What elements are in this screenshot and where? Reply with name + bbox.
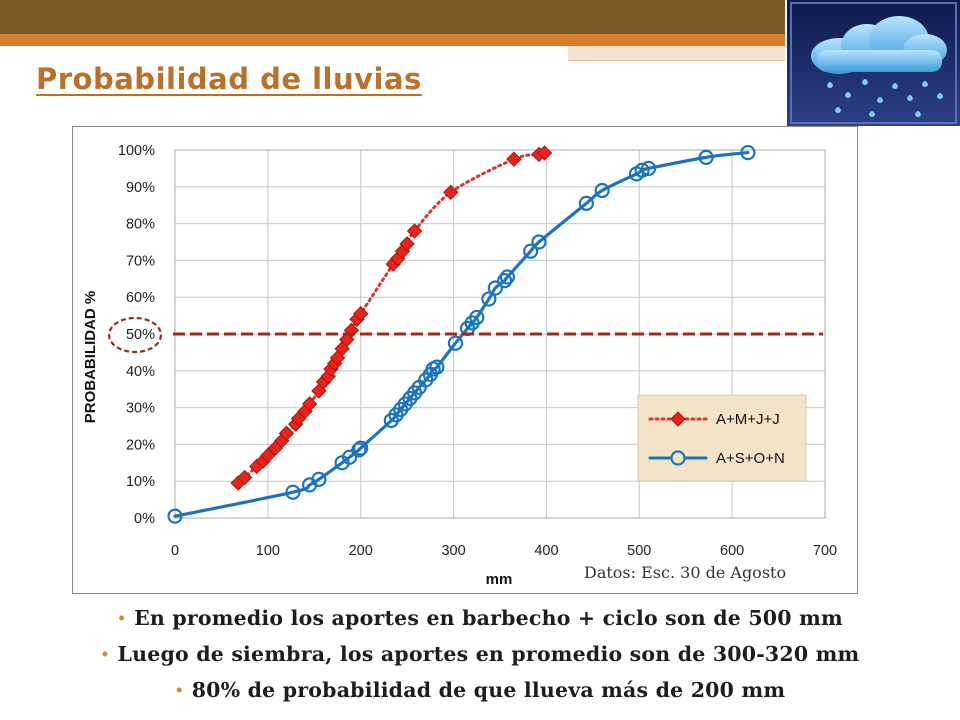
rain-cloud-icon	[787, 0, 960, 126]
data-point-circle	[578, 195, 594, 211]
bullet-text: En promedio los aportes en barbecho + ci…	[134, 606, 843, 630]
data-point-circle	[640, 160, 657, 177]
data-point-circle	[487, 280, 503, 296]
data-point-circle	[351, 442, 367, 458]
y-tick-labels: 0% 10% 20% 30% 40% 50% 60% 70% 80% 90% 100%	[107, 143, 163, 527]
data-point-circle	[469, 309, 485, 326]
y-axis-label: PROBABILIDAD %	[82, 291, 99, 424]
bullet-dot-icon: •	[100, 647, 110, 663]
data-point-circle	[311, 471, 327, 487]
x-tick-label: 400	[534, 543, 558, 559]
header-tab-accent	[568, 46, 785, 61]
chart-series	[167, 144, 756, 524]
data-point-circle	[285, 484, 301, 500]
data-point-circle	[429, 359, 445, 375]
data-point-circle	[447, 335, 464, 351]
chart-svg: 0% 10% 20% 30% 40% 50% 60% 70% 80% 90% 100% 0 100 20…	[82, 143, 837, 588]
x-tick-label: 300	[441, 543, 465, 559]
bullet-dot-icon: •	[174, 683, 184, 699]
data-point-diamond	[506, 151, 522, 167]
data-point-diamond	[301, 396, 318, 412]
data-point-circle	[523, 243, 539, 259]
page-title: Probabilidad de lluvias	[36, 62, 422, 96]
y-tick-label: 60%	[126, 290, 155, 306]
data-point-circle	[341, 449, 358, 465]
y-tick-label: 30%	[126, 401, 155, 417]
x-tick-label: 600	[720, 543, 744, 559]
data-point-diamond	[278, 425, 295, 442]
data-point-circle	[481, 291, 497, 307]
y-tick-label: 40%	[126, 364, 155, 380]
data-point-circle	[698, 149, 714, 165]
data-point-diamond	[236, 469, 253, 486]
chart-legend: A+M+J+J A+S+O+N	[637, 394, 807, 482]
data-point-diamond	[399, 236, 415, 252]
data-point-circle	[531, 234, 547, 250]
legend-marker-diamond	[670, 411, 686, 427]
x-tick-label: 500	[627, 543, 651, 559]
bullet-dot-icon: •	[117, 611, 127, 627]
y-tick-label: 100%	[118, 143, 155, 159]
bullet-item: • En promedio los aportes en barbecho + c…	[0, 600, 960, 636]
data-point-circle	[594, 182, 610, 199]
header-accent-bar	[0, 34, 785, 46]
data-point-circle	[499, 269, 516, 285]
y-tick-label: 50%	[126, 327, 155, 343]
legend-marker-circle	[670, 450, 686, 466]
probability-chart: 0% 10% 20% 30% 40% 50% 60% 70% 80% 90% 100% 0 100 20…	[72, 126, 858, 594]
y-tick-label: 0%	[134, 511, 155, 527]
x-tick-label: 100	[256, 543, 280, 559]
data-point-circle	[353, 440, 369, 456]
x-tick-label: 200	[349, 543, 373, 559]
data-point-diamond	[260, 447, 276, 464]
data-point-diamond	[406, 223, 423, 239]
x-axis-label: mm	[486, 571, 513, 588]
y-tick-label: 90%	[126, 180, 155, 196]
legend-box	[637, 394, 807, 482]
data-point-circle	[497, 273, 513, 289]
header-bar	[0, 0, 785, 34]
x-tick-labels: 0 100 200 300 400 500 600 700	[171, 543, 837, 559]
data-point-diamond	[353, 306, 369, 322]
data-point-diamond	[536, 145, 553, 161]
data-point-diamond	[443, 184, 459, 201]
data-point-circle	[740, 144, 756, 161]
y-tick-label: 10%	[126, 474, 155, 490]
bullet-item: • 80% de probabilidad de que llueva más d…	[0, 672, 960, 708]
y-tick-label: 20%	[126, 437, 155, 453]
data-point-circle	[167, 508, 183, 524]
bullet-item: • Luego de siembra, los aportes en promed…	[0, 636, 960, 672]
bullet-text: Luego de siembra, los aportes en promedi…	[117, 642, 860, 666]
y-tick-label: 70%	[126, 253, 155, 269]
bullet-list: • En promedio los aportes en barbecho + c…	[0, 600, 960, 708]
legend-label: A+S+O+N	[716, 450, 785, 467]
y-tick-label: 80%	[126, 217, 155, 233]
bullet-text: 80% de probabilidad de que llueva más de…	[191, 678, 786, 702]
x-tick-label: 0	[171, 543, 179, 559]
data-point-circle	[634, 162, 650, 178]
rain-cloud-image	[787, 0, 960, 126]
legend-label: A+M+J+J	[716, 411, 780, 428]
source-note: Datos: Esc. 30 de Agosto	[580, 563, 791, 582]
highlight-circle	[107, 316, 163, 354]
x-tick-label: 700	[813, 543, 837, 559]
